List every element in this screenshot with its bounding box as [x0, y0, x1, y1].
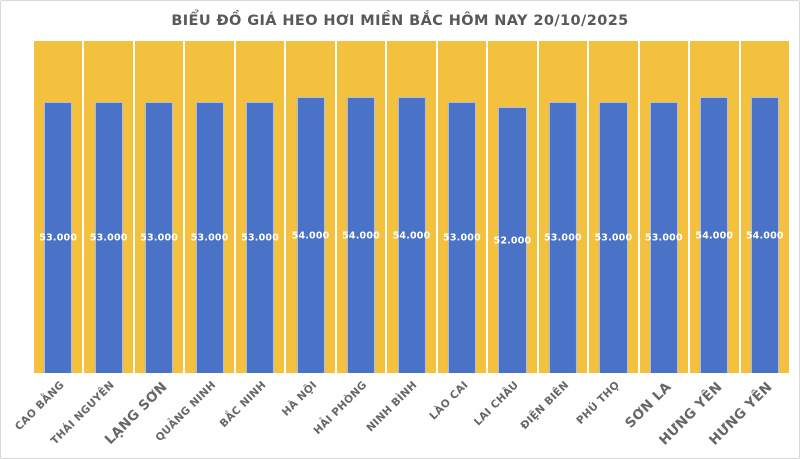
price-bar: 53.000: [544, 102, 582, 373]
x-axis-labels: CAO BẰNG THÁI NGUYÊN LẠNG SƠN QUẢNG NINH BẮC…: [13, 373, 789, 459]
price-bar: 54.000: [342, 97, 380, 373]
bar-value-label: 53.000: [190, 232, 229, 244]
background-column: 52.000: [488, 41, 537, 373]
bar-value-label: 53.000: [644, 232, 683, 244]
x-axis-label-cell: BẮC NINH: [218, 373, 284, 459]
x-axis-label: HÀ NỘI: [279, 379, 320, 419]
price-bar: 54.000: [292, 97, 329, 373]
price-bar: 53.000: [90, 102, 127, 373]
price-bar: 53.000: [443, 102, 481, 373]
price-bar: 54.000: [393, 97, 430, 373]
price-bar: 53.000: [241, 102, 279, 373]
background-column: 54.000: [286, 41, 335, 373]
bar-value-label: 54.000: [342, 230, 380, 242]
price-bar: 54.000: [695, 97, 733, 373]
background-column: 53.000: [185, 41, 234, 373]
background-column: 54.000: [387, 41, 436, 373]
bar-value-label: 52.000: [493, 235, 532, 247]
bar-value-label: 53.000: [140, 232, 179, 244]
price-bar: 53.000: [140, 102, 178, 373]
background-column: 54.000: [336, 41, 386, 373]
background-column: 54.000: [740, 41, 790, 373]
price-bar: 53.000: [645, 102, 683, 373]
price-bar: 54.000: [746, 97, 784, 373]
x-axis-label: CAO BẰNG: [12, 379, 67, 433]
bar-value-label: 53.000: [594, 232, 633, 244]
plot-area: 53.000 53.000 53.000 53.000 53.000 54.000 54.0…: [34, 41, 790, 373]
bar-value-label: 54.000: [392, 230, 431, 242]
x-axis-label-cell: NINH BÌNH: [365, 373, 435, 459]
background-column: 53.000: [639, 41, 689, 373]
background-column: 53.000: [538, 41, 588, 373]
bar-value-label: 54.000: [695, 230, 734, 242]
chart-title: BIỂU ĐỒ GIÁ HEO HƠI MIỀN BẮC HÔM NAY 20/…: [171, 13, 629, 29]
bar-value-label: 53.000: [39, 232, 78, 244]
bar-value-label: 53.000: [543, 232, 582, 244]
background-column: 53.000: [134, 41, 184, 373]
bar-value-label: 53.000: [89, 232, 128, 244]
bar-value-label: 54.000: [291, 230, 330, 242]
background-column: 53.000: [235, 41, 285, 373]
price-bar: 53.000: [594, 102, 632, 373]
price-bar: 52.000: [494, 107, 531, 373]
background-column: 53.000: [34, 41, 83, 373]
background-column: 53.000: [437, 41, 487, 373]
x-axis-label-cell: HƯNG YÊN: [707, 373, 789, 459]
bar-value-label: 53.000: [443, 232, 481, 244]
bar-value-label: 53.000: [241, 232, 280, 244]
price-bar: 53.000: [191, 102, 228, 373]
background-column: 53.000: [84, 41, 133, 373]
background-column: 54.000: [690, 41, 739, 373]
price-bar: 53.000: [39, 102, 77, 373]
background-column: 53.000: [589, 41, 638, 373]
bar-value-label: 54.000: [745, 230, 784, 242]
